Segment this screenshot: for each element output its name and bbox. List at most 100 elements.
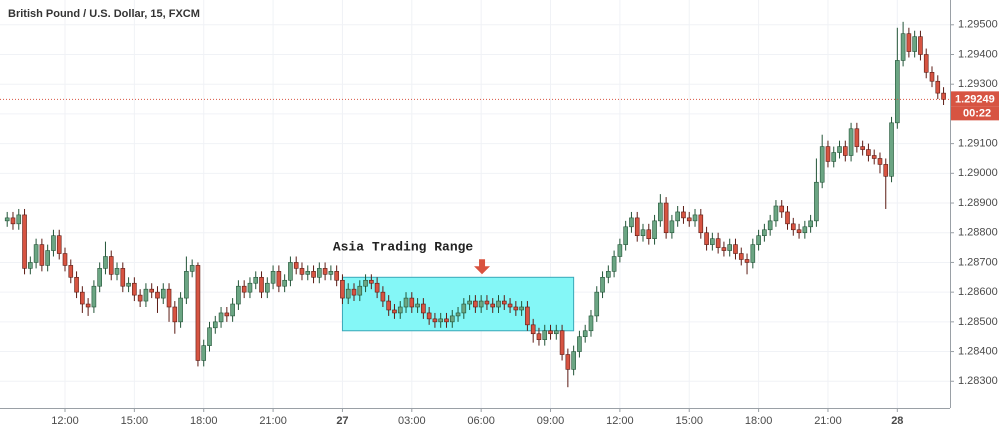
x-tick-label: 06:00 [467, 415, 495, 427]
candle-body [322, 268, 328, 275]
candle-body [779, 205, 785, 213]
countdown-label: 00:22 [963, 107, 991, 119]
candle-body [640, 229, 646, 237]
candle-body [935, 80, 941, 94]
candle-body [461, 303, 467, 314]
candle-body [288, 262, 293, 281]
candle-body [496, 300, 501, 308]
candle-body [33, 244, 39, 263]
candle-body [686, 217, 692, 222]
candle-body [704, 232, 709, 245]
candle-body [559, 330, 565, 355]
candle-body [345, 288, 351, 299]
candle-body [507, 303, 513, 308]
y-tick-label: 1.29400 [958, 48, 998, 60]
x-tick-label: 09:00 [537, 415, 565, 427]
candle-body [588, 315, 594, 332]
x-tick-label: 27 [336, 415, 348, 427]
candle-body [733, 244, 738, 254]
axes: 1.28300 1.28400 1.28500 1.28600 1.28700 1.288… [51, 19, 999, 427]
candle-body [449, 315, 455, 323]
candle-body [634, 217, 640, 237]
candle-body [282, 279, 287, 287]
candle-body [715, 238, 721, 248]
candle-body [918, 36, 923, 55]
candle-body [97, 268, 102, 287]
candle-body [293, 262, 299, 269]
candle-body [444, 318, 449, 323]
candle-body [467, 300, 472, 305]
candle-body [912, 36, 917, 52]
candle-body [357, 285, 363, 296]
x-tick-label: 28 [891, 415, 903, 427]
y-tick-label: 1.28700 [958, 256, 998, 268]
candle-body [929, 72, 935, 82]
x-tick-label: 18:00 [190, 415, 218, 427]
candle-body [247, 282, 253, 293]
candle-body [796, 229, 802, 234]
candle-body [692, 214, 698, 222]
candle-body [756, 235, 761, 245]
candle-body [530, 324, 536, 335]
candle-body [658, 202, 663, 222]
candle-body [906, 33, 912, 52]
candle-body [311, 271, 316, 278]
candle-body [374, 282, 380, 293]
chart-title: British Pound / U.S. Dollar, 15, FXCM [8, 8, 200, 20]
candle-body [790, 223, 796, 231]
candle-body [224, 312, 230, 317]
candle-body [519, 306, 524, 311]
candle-body [478, 300, 484, 308]
candle-body [236, 285, 241, 305]
candle-body [773, 205, 779, 222]
y-tick-label: 1.28300 [958, 375, 998, 387]
candle-body [819, 146, 825, 183]
candle-body [207, 327, 212, 346]
candle-body [195, 265, 201, 361]
candle-body [744, 259, 750, 263]
candle-body [698, 214, 704, 234]
candle-body [825, 146, 831, 162]
candle-body [883, 164, 889, 177]
candle-body [652, 220, 657, 239]
candle-body [10, 217, 16, 225]
candle-body [629, 217, 634, 228]
candle-body [727, 244, 733, 251]
candle-body [68, 265, 74, 278]
candle-body [606, 271, 611, 278]
candle-body [212, 321, 218, 329]
candle-body [738, 253, 744, 260]
candle-body [16, 214, 22, 225]
last-price-label: 1.29249 [955, 93, 995, 105]
candle-body [542, 330, 548, 340]
candle-body [397, 306, 403, 314]
candle-body [241, 285, 247, 293]
candle-body [525, 306, 530, 326]
candle-body [386, 300, 391, 311]
y-tick-label: 1.28900 [958, 197, 998, 209]
candle-body [114, 268, 120, 275]
candle-body [900, 33, 906, 61]
candle-body [45, 250, 50, 266]
candle-body [22, 214, 27, 269]
candle-body [334, 271, 339, 281]
candle-body [837, 146, 842, 153]
candle-body [594, 291, 600, 317]
candle-body [137, 294, 143, 302]
candle-body [253, 276, 259, 284]
candle-body [455, 312, 461, 317]
candle-body [74, 276, 79, 293]
x-tick-label: 18:00 [745, 415, 773, 427]
candle-body [340, 279, 345, 299]
candle-body [166, 288, 172, 308]
candle-body [51, 235, 56, 251]
candle-body [484, 300, 490, 305]
candle-body [513, 306, 519, 311]
candle-body [710, 238, 715, 245]
candle-body [85, 303, 91, 308]
y-tick-label: 1.28500 [958, 316, 998, 328]
candle-body [328, 271, 334, 275]
candle-body [108, 256, 114, 275]
candle-body [808, 220, 813, 228]
